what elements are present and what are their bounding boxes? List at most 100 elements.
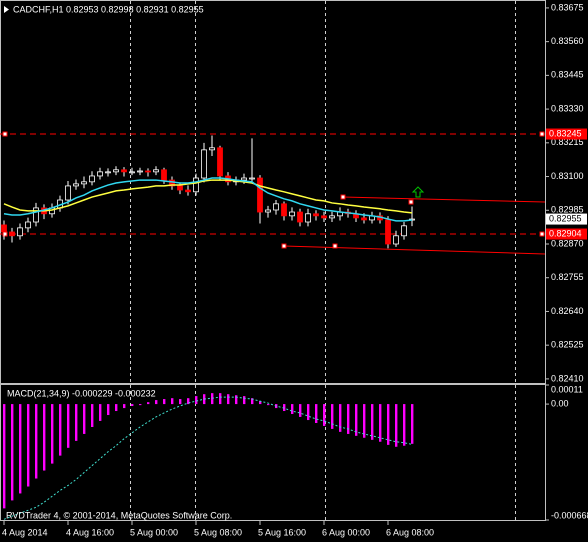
trend-line xyxy=(342,196,546,203)
candle-body xyxy=(33,207,39,223)
histogram-bar xyxy=(99,404,102,421)
x-tick-label: 5 Aug 16:00 xyxy=(258,527,306,537)
histogram-bar xyxy=(163,399,166,405)
histogram-bar xyxy=(171,398,174,405)
histogram-bar xyxy=(227,394,230,405)
main-frame xyxy=(0,0,546,384)
histogram-bar xyxy=(251,398,254,405)
level-price-box xyxy=(546,128,587,140)
candle-body xyxy=(169,179,175,187)
candle-body xyxy=(257,177,263,213)
candle-body xyxy=(329,215,335,219)
y-tick-label: -0.000668 xyxy=(551,510,588,520)
candle-body xyxy=(217,147,223,177)
trend-objects xyxy=(281,186,546,255)
candle-body xyxy=(393,235,399,245)
y-tick-label: 0.82640 xyxy=(551,306,584,316)
histogram-bar xyxy=(147,402,150,405)
y-tick-label: 0.82755 xyxy=(551,272,584,282)
y-tick-label: 0.82525 xyxy=(551,340,584,350)
x-tick-label: 5 Aug 00:00 xyxy=(130,527,178,537)
level-anchor xyxy=(539,131,545,137)
copyright: RVDTrader 4, © 2001-2014, MetaQuotes Sof… xyxy=(6,510,232,520)
candle-body xyxy=(249,177,255,180)
histogram-bar xyxy=(91,404,94,427)
histogram-bar xyxy=(123,404,126,409)
histogram-bar xyxy=(155,400,158,405)
candle-body xyxy=(305,213,311,223)
histogram-bar xyxy=(67,404,70,448)
histogram-bar xyxy=(219,393,222,405)
level-anchor xyxy=(2,131,8,137)
candle-body xyxy=(17,227,23,237)
histogram-bar xyxy=(331,404,334,429)
histogram-bar xyxy=(115,404,118,412)
candle-body xyxy=(265,209,271,213)
anchor-point xyxy=(340,194,346,200)
candle-body xyxy=(201,149,207,179)
histogram-bar xyxy=(107,404,110,416)
candle-body xyxy=(1,224,7,233)
candle-body xyxy=(145,170,151,173)
current-price-label: 0.82955 xyxy=(549,213,582,223)
candle-body xyxy=(241,177,247,181)
x-tick-label: 6 Aug 08:00 xyxy=(386,527,434,537)
level-price-box xyxy=(546,228,587,240)
histogram-bar xyxy=(11,404,14,501)
moving-average xyxy=(3,177,413,222)
candle-body xyxy=(161,169,167,181)
y-tick-label: 0.00011 xyxy=(551,384,583,394)
histogram-bar xyxy=(259,401,262,405)
histogram-bar xyxy=(315,404,318,424)
histogram-bar xyxy=(131,404,134,406)
y-tick-label: 0.82870 xyxy=(551,238,584,248)
candle-body xyxy=(89,175,95,183)
x-tick-label: 4 Aug 16:00 xyxy=(66,527,114,537)
y-tick-label: 0.83215 xyxy=(551,137,584,147)
candle-body xyxy=(129,171,135,174)
x-tick-label: 6 Aug 00:00 xyxy=(322,527,370,537)
y-tick-label: 0.00 xyxy=(551,398,569,408)
histogram-bar xyxy=(363,404,366,438)
chart-title: CADCHF,H1 0.82953 0.82998 0.82931 0.8295… xyxy=(13,4,204,14)
trend-line xyxy=(283,245,546,255)
indicator-title: MACD(21,34,9) -0.000229 -0.000232 xyxy=(7,388,156,398)
histogram-bar xyxy=(267,404,270,406)
histogram-bar xyxy=(43,404,46,471)
anchor-point xyxy=(408,199,414,205)
histogram-bar xyxy=(179,399,182,405)
candle-body xyxy=(105,171,111,174)
y-tick-label: 0.82985 xyxy=(551,205,584,215)
candle-body xyxy=(281,203,287,217)
level-price-label: 0.82904 xyxy=(549,228,582,238)
candle-body xyxy=(97,171,103,177)
candle-body xyxy=(121,169,127,173)
histogram-bar xyxy=(323,404,326,426)
candle-body xyxy=(313,213,319,217)
candle-body xyxy=(361,217,367,221)
histogram-bar xyxy=(3,404,6,509)
histogram-bar xyxy=(59,404,62,456)
moving-average xyxy=(3,179,413,214)
y-tick-label: 0.83100 xyxy=(551,171,584,181)
x-tick-label: 5 Aug 08:00 xyxy=(194,527,242,537)
histogram-bar xyxy=(283,404,286,412)
histogram-bar xyxy=(291,404,294,414)
candle-body xyxy=(9,231,15,237)
histogram-bar xyxy=(299,404,302,417)
histogram-bar xyxy=(243,396,246,405)
time-grid xyxy=(130,1,516,520)
candle-body xyxy=(177,185,183,191)
candle-body xyxy=(321,215,327,219)
level-anchor xyxy=(539,231,545,237)
candle-body xyxy=(209,147,215,151)
histogram-bar xyxy=(235,395,238,405)
candle-body xyxy=(81,181,87,185)
histogram-bar xyxy=(347,404,350,434)
candle-body xyxy=(153,169,159,173)
candle-body xyxy=(385,219,391,245)
x-tick-label: 4 Aug 2014 xyxy=(2,527,48,537)
histogram-bar xyxy=(75,404,78,441)
